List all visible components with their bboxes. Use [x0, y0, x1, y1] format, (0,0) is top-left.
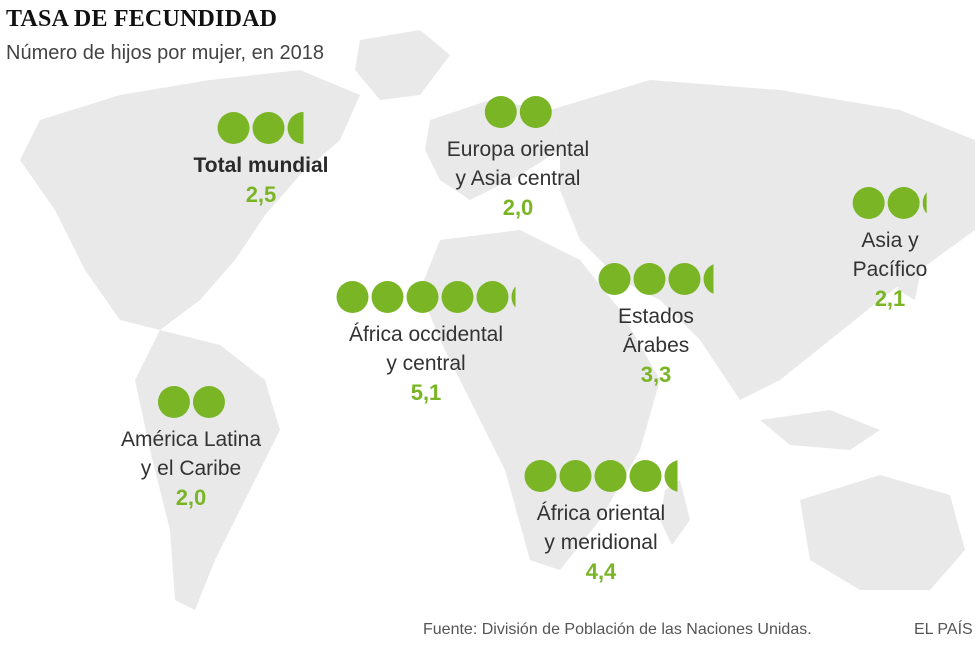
region-name: Total mundial: [194, 151, 329, 180]
region-name-line: Total mundial: [193, 154, 329, 177]
region-name-line: Pacífico: [852, 258, 928, 281]
region-name-line: y Asia central: [455, 167, 581, 190]
dot-pictogram: [524, 460, 678, 492]
region-value: 2,5: [245, 182, 277, 207]
child-dot-partial: [703, 263, 714, 295]
source-note: Fuente: División de Población de las Nac…: [423, 621, 812, 638]
child-dot: [633, 263, 666, 295]
child-dot: [559, 460, 592, 492]
child-dot-partial: [664, 460, 678, 492]
child-dot: [629, 460, 662, 492]
region-name-line: y meridional: [544, 531, 658, 554]
region-asia-pacifico: Asia y Pacífico 2,1: [852, 187, 928, 312]
dot-pictogram: [852, 187, 928, 219]
region-name: África oriental y meridional: [525, 499, 678, 557]
child-dot: [371, 281, 404, 313]
dot-pictogram: [194, 112, 329, 144]
region-value: 2,1: [874, 286, 906, 311]
dot-pictogram: [447, 96, 589, 128]
child-dot: [484, 96, 517, 128]
region-name-line: Asia y: [861, 229, 919, 252]
region-value: 3,3: [640, 362, 672, 387]
region-estados-arabes: Estados Árabes 3,3: [598, 263, 714, 388]
chart-subtitle: Número de hijos por mujer, en 2018: [6, 42, 324, 64]
child-dot: [336, 281, 369, 313]
child-dot: [519, 96, 552, 128]
region-name-line: América Latina: [120, 428, 262, 451]
brand-logo: EL PAÍS: [914, 621, 973, 638]
region-name-line: Árabes: [622, 334, 690, 357]
chart-title: TASA DE FECUNDIDAD: [6, 6, 278, 32]
region-value: 4,4: [585, 559, 617, 584]
child-dot: [524, 460, 557, 492]
region-name-line: África oriental: [536, 502, 666, 525]
dot-pictogram: [336, 281, 516, 313]
region-africa-occidental-central: África occidental y central 5,1: [336, 281, 516, 406]
child-dot: [406, 281, 439, 313]
region-total-mundial: Total mundial 2,5: [194, 112, 329, 208]
region-name: Estados Árabes: [599, 302, 714, 360]
region-value: 2,0: [502, 195, 534, 220]
region-europa-oriental-asia-central: Europa oriental y Asia central 2,0: [447, 96, 589, 221]
region-name: Asia y Pacífico: [853, 226, 928, 284]
region-africa-oriental-meridional: África oriental y meridional 4,4: [524, 460, 678, 585]
child-dot: [598, 263, 631, 295]
child-dot: [852, 187, 885, 219]
region-value: 2,0: [175, 485, 207, 510]
dot-pictogram: [121, 386, 261, 418]
region-name-line: Estados: [618, 305, 694, 328]
child-dot: [594, 460, 627, 492]
region-name: África occidental y central: [337, 320, 516, 378]
region-name-line: y el Caribe: [140, 457, 242, 480]
region-name-line: Europa oriental: [446, 138, 590, 161]
child-dot: [668, 263, 701, 295]
child-dot-partial: [511, 281, 516, 313]
region-america-latina-caribe: América Latina y el Caribe 2,0: [121, 386, 261, 511]
child-dot: [441, 281, 474, 313]
child-dot: [217, 112, 250, 144]
region-value: 5,1: [410, 380, 442, 405]
child-dot-partial: [922, 187, 927, 219]
child-dot-partial: [287, 112, 304, 144]
dot-pictogram: [598, 263, 714, 295]
region-name-line: África occidental: [348, 323, 504, 346]
region-name: América Latina y el Caribe: [121, 425, 261, 483]
child-dot: [192, 386, 225, 418]
child-dot: [157, 386, 190, 418]
child-dot: [476, 281, 509, 313]
child-dot: [887, 187, 920, 219]
region-name-line: y central: [386, 352, 466, 375]
child-dot: [252, 112, 285, 144]
region-name: Europa oriental y Asia central: [447, 135, 589, 193]
